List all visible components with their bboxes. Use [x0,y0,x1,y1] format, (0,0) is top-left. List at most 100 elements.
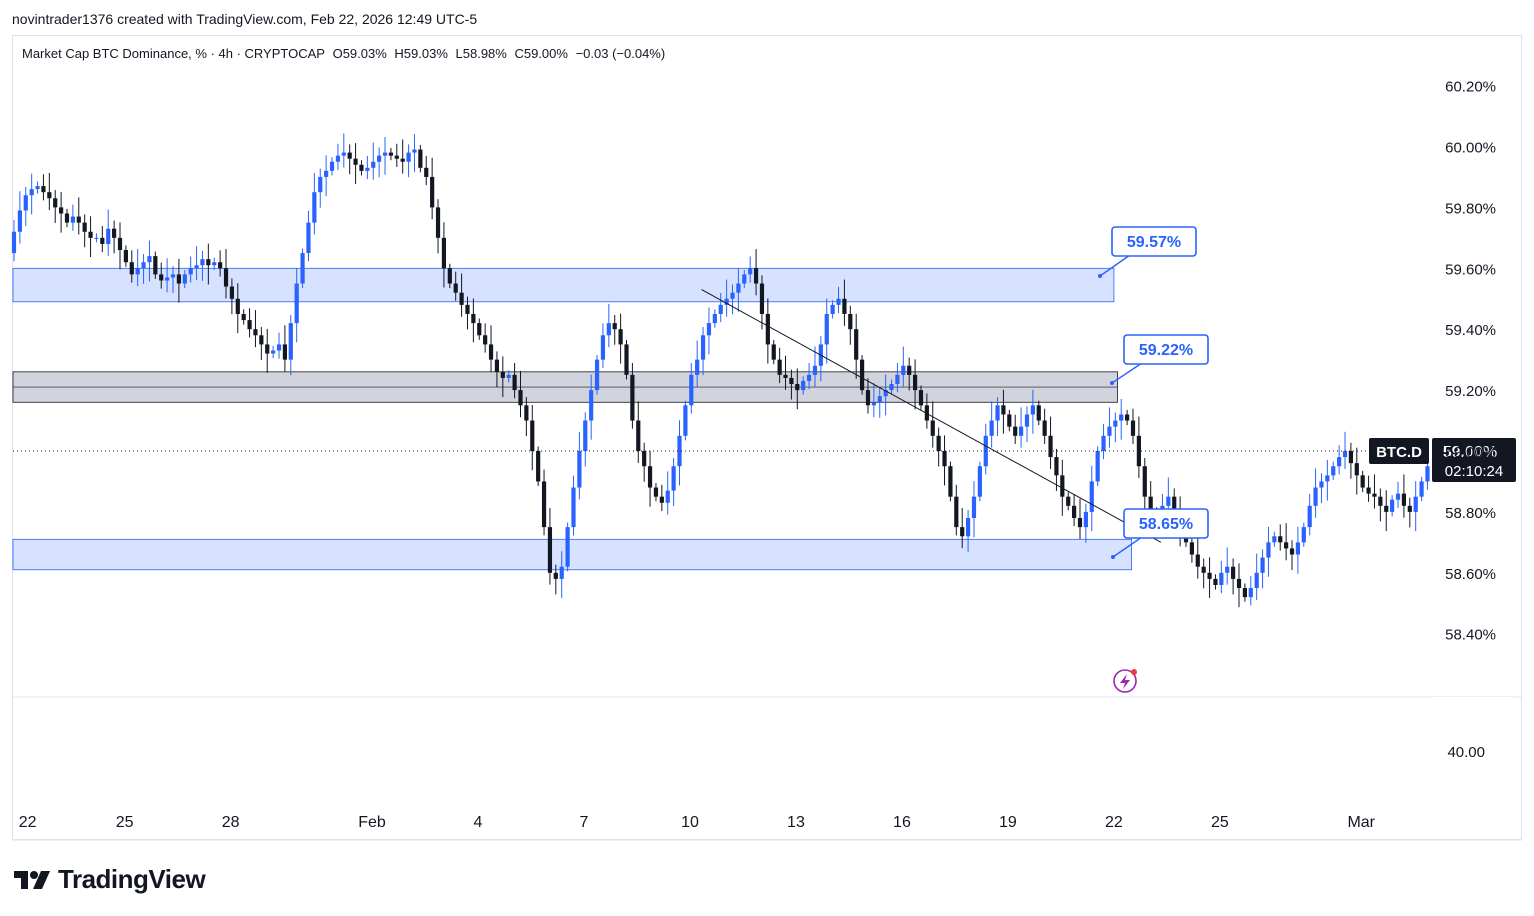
candle-body [500,371,505,378]
candle-body [1001,405,1006,415]
candle [488,325,494,372]
candle [253,310,258,348]
candle [1001,389,1006,434]
candle-body [748,268,753,275]
candle-body [106,228,111,244]
candle [1419,476,1424,502]
lightning-snapshot-icon[interactable] [1113,669,1137,693]
price-tag-price: 59.00% [1443,444,1497,461]
candle [1125,409,1130,426]
candle [265,328,270,373]
candle [377,147,382,178]
candle [53,190,58,223]
candle [730,284,735,315]
brand[interactable]: TradingView [14,864,206,895]
candle [742,269,747,289]
candle-body [176,274,181,284]
candle-body [1172,496,1177,512]
brand-name: TradingView [58,864,206,894]
candle-body [1089,481,1094,512]
candle-body [624,344,629,375]
candle [700,327,706,376]
candle-body [1348,451,1354,464]
candle-body [1266,542,1271,558]
candle [106,209,111,256]
candle [441,222,447,288]
candle [1013,414,1018,444]
candle [1366,475,1371,502]
candle [1101,423,1106,460]
candle-body [229,286,235,299]
candle-body [1213,578,1218,585]
candle-body [159,274,164,281]
candle-body [241,313,246,321]
candle-body [1413,496,1418,512]
candle-body [47,192,52,199]
candle [424,155,429,186]
candle [306,210,311,262]
candle [977,461,982,502]
candle [677,420,682,486]
candle [1231,558,1236,595]
candle-body [418,149,423,168]
y-tick-label: 59.20% [1445,383,1496,400]
candle [359,160,364,176]
candle-body [388,152,394,156]
candle-body [1260,557,1265,573]
candle [453,271,458,301]
candle [1142,458,1147,513]
candle-body [276,344,282,351]
chart-legend: Market Cap BTC Dominance, % · 4h · CRYPT… [22,46,669,61]
candle-body [1254,572,1259,589]
candle-body [341,152,346,156]
x-tick-label: 25 [116,814,134,831]
callout-anchor [1098,274,1102,278]
candle [536,446,541,487]
candle-body [918,390,924,406]
candle [1248,576,1253,606]
candle [159,262,164,289]
candle [483,323,488,353]
candle-body [1419,481,1424,497]
callout-box [1123,508,1209,539]
candle-body [677,435,682,467]
candle-body [671,466,676,491]
snapshot-icon-bolt [1120,674,1130,689]
candle [695,340,700,387]
candle-body [989,420,994,436]
candle-body [724,298,729,305]
candle [859,355,865,395]
candle [736,267,741,312]
candle [624,339,629,380]
candle [182,269,187,289]
candle [806,362,812,390]
candle [1042,408,1047,444]
candle [200,250,205,281]
candle-body [123,250,128,263]
candle-body [1325,475,1330,482]
candle-body [1166,496,1171,506]
candle-body [382,152,388,156]
candle-body [1101,435,1106,451]
candle-body [153,256,158,275]
candle [1272,531,1277,547]
candle-body [465,304,470,314]
candle [1048,416,1053,469]
candle-body [842,298,847,314]
candle-body [689,374,694,406]
candle [848,305,853,345]
candle-body [112,228,117,238]
candle [1407,497,1412,528]
candle [842,279,847,326]
candle [259,327,264,360]
candle-body [359,164,364,171]
legend-close: C59.00% [514,46,568,61]
candle [1036,400,1041,426]
candle-body [830,304,835,314]
candle-body [706,323,712,336]
y-tick-label: 60.20% [1445,79,1496,96]
x-tick-label: 16 [893,814,911,831]
candle-body [618,329,623,345]
candle-body [806,374,812,381]
